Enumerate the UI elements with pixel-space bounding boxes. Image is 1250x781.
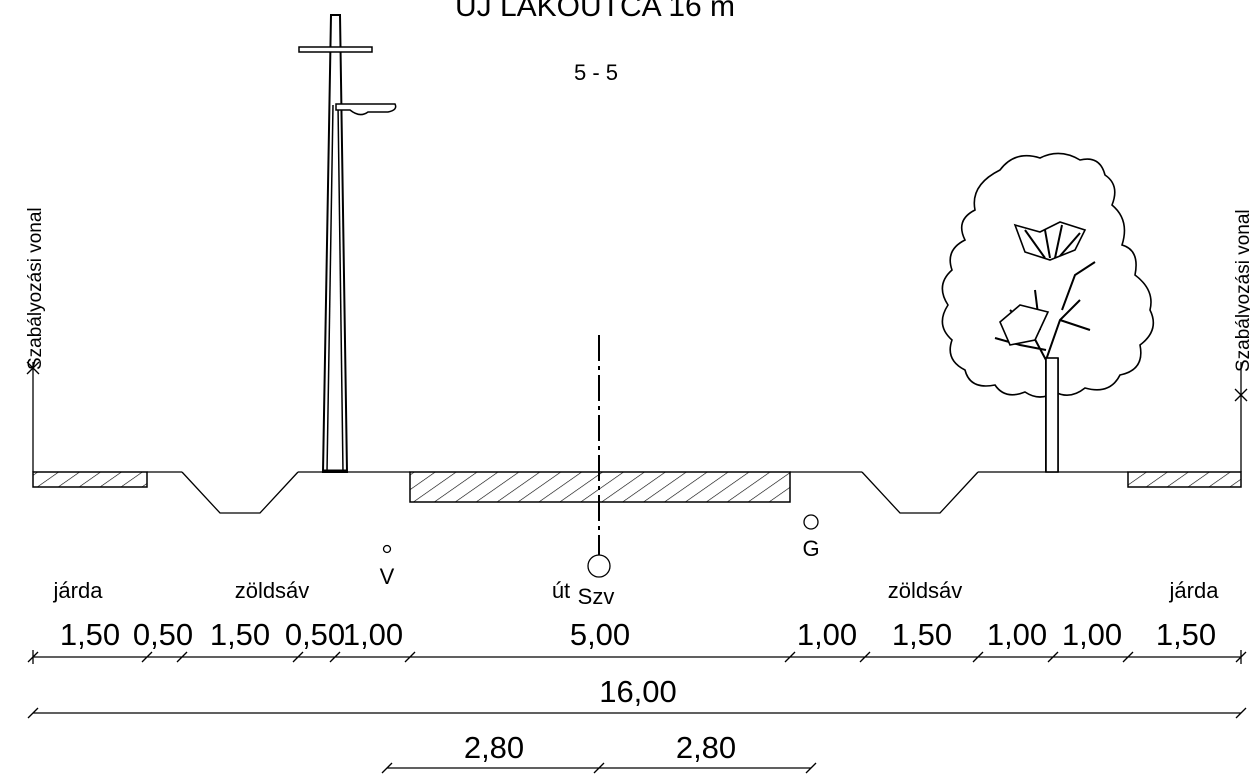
dimension-total: 16,00 <box>599 674 677 709</box>
zone-label-sidewalk-right: járda <box>1169 578 1220 603</box>
dimension-ditch-right: 1,50 <box>892 617 952 652</box>
dimension-half-left: 2,80 <box>464 730 524 765</box>
sewer-pipe-symbol <box>587 554 611 578</box>
tree <box>941 152 1155 473</box>
dimension-half-right: 2,80 <box>676 730 736 765</box>
dimension-strip-6: 1,00 <box>1062 617 1122 652</box>
total-dimension-line <box>27 707 1247 719</box>
half-width-dimension-line <box>381 762 817 774</box>
water-pipe-symbol <box>382 544 392 554</box>
dimension-strip-3: 1,00 <box>343 617 403 652</box>
segment-dimension-line <box>27 650 1247 664</box>
dimension-strip-5: 1,00 <box>987 617 1047 652</box>
drawing-title: ÚJ LAKÓUTCA 16 m <box>455 0 735 23</box>
regulation-line-right-label: Szabályozási vonal <box>1233 209 1250 372</box>
dimension-strip-1: 0,50 <box>133 617 193 652</box>
dimension-sidewalk-right: 1,50 <box>1156 617 1216 652</box>
dimension-strip-2: 0,50 <box>285 617 345 652</box>
zone-label-road: út <box>552 578 570 603</box>
sidewalk-left-slab <box>32 471 148 488</box>
water-pipe-label: V <box>380 564 395 589</box>
regulation-line-right <box>1234 362 1248 472</box>
dimension-ditch-left: 1,50 <box>210 617 270 652</box>
zone-label-green-left: zöldsáv <box>235 578 310 603</box>
dimension-strip-4: 1,00 <box>797 617 857 652</box>
regulation-line-left <box>26 361 40 472</box>
gas-pipe-label: G <box>802 536 819 561</box>
street-lamp-post <box>298 14 397 473</box>
dimension-road: 5,00 <box>570 617 630 652</box>
sidewalk-right-slab <box>1127 471 1242 488</box>
zone-label-sidewalk-left: járda <box>53 578 104 603</box>
zone-label-green-right: zöldsáv <box>888 578 963 603</box>
sewer-pipe-label: Szv <box>578 584 615 609</box>
section-label: 5 - 5 <box>574 60 618 85</box>
dimension-sidewalk-left: 1,50 <box>60 617 120 652</box>
regulation-line-left-label: Szabályozási vonal <box>25 207 46 370</box>
gas-pipe-symbol <box>803 514 819 530</box>
